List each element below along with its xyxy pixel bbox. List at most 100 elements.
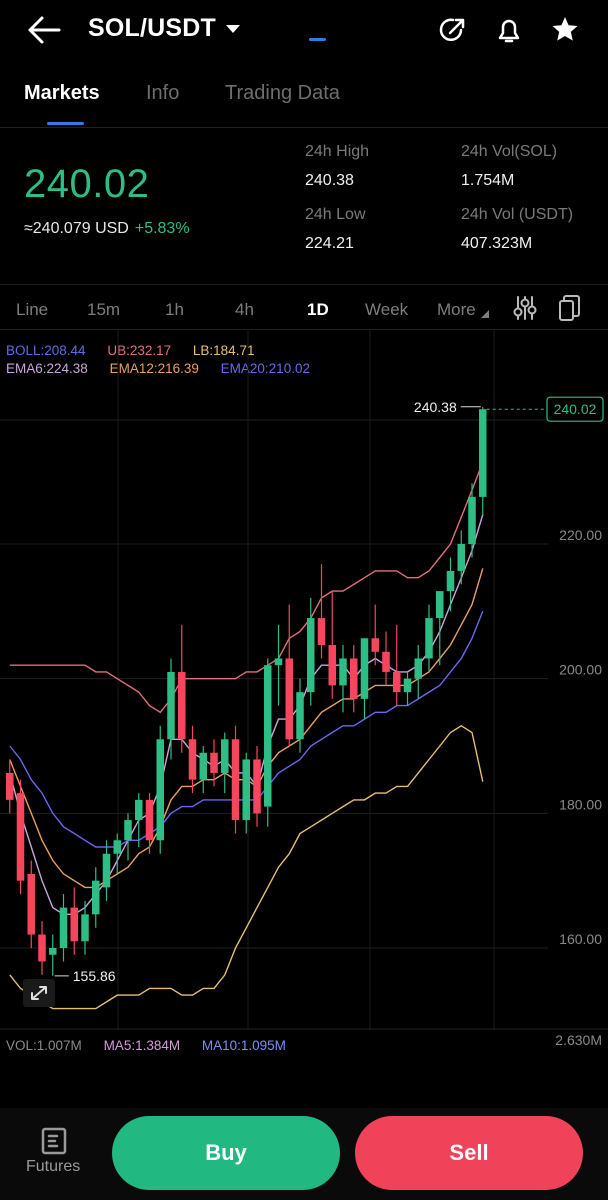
vol-sol-label: 24h Vol(SOL) xyxy=(461,143,558,160)
futures-label[interactable]: Futures xyxy=(26,1158,81,1175)
tab-info[interactable]: Info xyxy=(146,82,180,104)
candle-body xyxy=(403,678,412,693)
chevron-down-icon[interactable] xyxy=(226,25,240,33)
tab-trading-data[interactable]: Trading Data xyxy=(225,82,340,104)
candle-body xyxy=(479,409,487,497)
active-interval-indicator xyxy=(309,38,326,41)
candle-body xyxy=(70,907,78,942)
y-tick-label: 180.00 xyxy=(559,796,602,812)
candle-body xyxy=(296,692,304,740)
candle-body xyxy=(393,671,401,693)
candlestick-chart[interactable]: 220.00 200.00 180.00 160.00 240.38 155.86 240.… xyxy=(0,330,608,1030)
candle-body xyxy=(27,873,35,935)
change-percent: +5.83% xyxy=(134,220,190,237)
vol-sol-value: 1.754M xyxy=(461,172,515,189)
ema-legend: EMA6:224.38 EMA12:216.39 EMA20:210.02 xyxy=(6,361,310,376)
bell-icon[interactable] xyxy=(494,14,524,46)
candle-body xyxy=(446,570,455,592)
lb-value: LB:184.71 xyxy=(192,343,255,358)
candle-body xyxy=(156,739,164,841)
candle-body xyxy=(199,752,207,780)
pair-title[interactable]: SOL/USDT xyxy=(88,14,216,42)
candle-body xyxy=(124,820,132,841)
interval-week[interactable]: Week xyxy=(365,300,409,319)
candle-body xyxy=(242,759,250,821)
candle-body xyxy=(285,658,293,740)
low-value: 224.21 xyxy=(305,235,354,252)
indicator-line-ema6 xyxy=(9,514,484,915)
candle-body xyxy=(92,880,100,915)
vol-usdt-value: 407.323M xyxy=(461,235,533,252)
indicator-line-ema12 xyxy=(9,568,484,889)
indicator-line-ub xyxy=(9,461,484,714)
expand-icon[interactable] xyxy=(22,978,56,1008)
indicator-line-lb xyxy=(9,724,484,1010)
candle-body xyxy=(264,665,272,807)
high-value: 240.38 xyxy=(305,172,354,189)
interval-line[interactable]: Line xyxy=(16,300,49,319)
divider xyxy=(0,284,608,285)
usd-equivalent: ≈240.079 USD +5.83% xyxy=(24,220,190,238)
candle-body xyxy=(317,618,326,645)
candle-body xyxy=(382,651,390,672)
boll-value: BOLL:208.44 xyxy=(6,343,86,358)
interval-selector: Line 15m 1h 4h 1D Week More xyxy=(0,286,608,330)
candle-body xyxy=(274,658,283,666)
vol-value: VOL:1.007M xyxy=(6,1038,82,1053)
candle-body xyxy=(38,934,46,962)
volume-max-label: 2.630M xyxy=(555,1032,602,1048)
interval-more[interactable]: More xyxy=(437,300,476,319)
ma5-value: MA5:1.384M xyxy=(103,1038,181,1053)
tab-markets[interactable]: Markets xyxy=(24,82,100,104)
vol-usdt-label: 24h Vol (USDT) xyxy=(461,206,574,223)
y-tick-label: 200.00 xyxy=(559,662,602,678)
high-label: 24h High xyxy=(305,143,370,160)
screen-copy-icon[interactable] xyxy=(558,294,582,322)
ma10-value: MA10:1.095M xyxy=(201,1038,286,1053)
low-marker-label: 155.86 xyxy=(73,968,116,984)
ema12-value: EMA12:216.39 xyxy=(109,361,199,376)
ema6-value: EMA6:224.38 xyxy=(6,361,88,376)
candle-body xyxy=(178,671,186,740)
share-arrow-icon[interactable] xyxy=(438,14,468,46)
candle-body xyxy=(307,618,315,693)
sell-button[interactable]: Sell xyxy=(355,1116,583,1190)
candle-body xyxy=(167,671,175,740)
interval-1h[interactable]: 1h xyxy=(165,300,184,319)
arrow-left-icon[interactable] xyxy=(26,14,62,46)
candle-body xyxy=(49,948,57,955)
interval-4h[interactable]: 4h xyxy=(235,300,254,319)
bottom-action-bar: Futures Buy Sell xyxy=(0,1108,608,1200)
buy-button[interactable]: Buy xyxy=(112,1116,340,1190)
more-dropdown-icon xyxy=(481,310,489,318)
candle-body xyxy=(231,739,240,821)
candle-body xyxy=(221,739,229,773)
candle-body xyxy=(16,793,25,881)
futures-icon[interactable] xyxy=(40,1126,70,1156)
interval-15m[interactable]: 15m xyxy=(87,300,121,319)
section-tabs: Markets Info Trading Data xyxy=(0,62,608,128)
interval-1d[interactable]: 1D xyxy=(307,300,329,319)
candle-body xyxy=(328,645,336,686)
candle-body xyxy=(6,772,14,800)
candle-body xyxy=(135,799,143,821)
ticker-summary: 240.02 ≈240.079 USD +5.83% 24h High 240.3… xyxy=(0,128,608,280)
candle-body xyxy=(145,799,154,841)
star-icon[interactable] xyxy=(550,14,580,46)
high-marker-label: 240.38 xyxy=(414,399,457,415)
candle-body xyxy=(436,591,444,619)
usd-value: ≈240.079 USD xyxy=(24,220,129,237)
indicator-settings-icon[interactable] xyxy=(512,294,538,322)
candle-body xyxy=(339,658,347,686)
candle-body xyxy=(468,496,476,544)
candle-body xyxy=(113,840,121,854)
candle-body xyxy=(414,658,422,679)
volume-legend: VOL:1.007M MA5:1.384M MA10:1.095M xyxy=(6,1038,286,1053)
y-tick-label: 220.00 xyxy=(559,527,602,543)
candle-body xyxy=(360,638,369,699)
candle-body xyxy=(350,658,358,699)
candle-body xyxy=(371,638,379,652)
last-price-tag-box xyxy=(546,396,604,422)
last-price: 240.02 xyxy=(24,162,150,206)
candle-body xyxy=(210,752,218,773)
